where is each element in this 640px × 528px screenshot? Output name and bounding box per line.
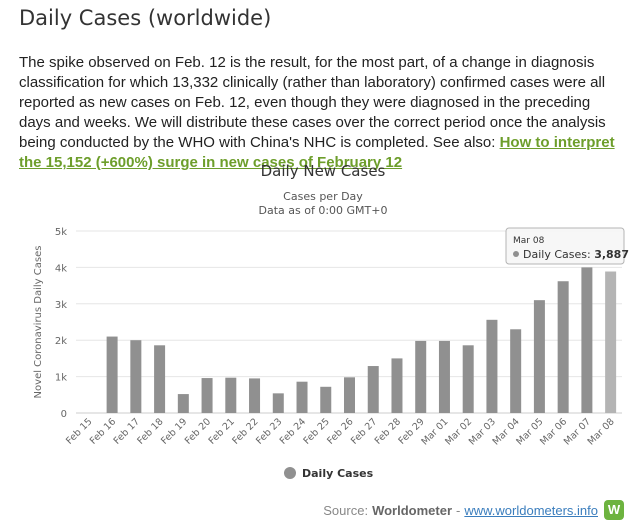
bar[interactable] xyxy=(320,386,332,413)
source-label: Source: xyxy=(323,502,369,518)
bar[interactable] xyxy=(581,267,593,413)
description-text: The spike observed on Feb. 12 is the res… xyxy=(19,54,606,151)
tooltip-colon: : xyxy=(587,248,594,261)
legend[interactable]: Daily Cases xyxy=(284,467,374,480)
bar[interactable] xyxy=(533,300,545,413)
worldometers-logo-icon[interactable]: W xyxy=(604,500,624,520)
daily-cases-chart: Daily New Cases Cases per Day Data as of… xyxy=(33,162,629,480)
bar[interactable] xyxy=(462,345,474,413)
x-tick-label: Mar 08 xyxy=(586,416,617,447)
chart-subtitle-line2: Data as of 0:00 GMT+0 xyxy=(259,204,388,217)
bar[interactable] xyxy=(605,271,617,413)
tooltip-series-name: Daily Cases xyxy=(523,248,587,261)
bar[interactable] xyxy=(367,366,379,413)
source-url-link[interactable]: www.worldometers.info xyxy=(464,502,598,518)
chart-subtitle-line1: Cases per Day xyxy=(283,190,363,203)
source-attribution: Source: Worldometer - www.worldometers.i… xyxy=(323,500,624,520)
bar[interactable] xyxy=(415,340,427,413)
legend-marker xyxy=(284,467,296,479)
bar[interactable] xyxy=(106,336,118,413)
surge-interpretation-link[interactable]: How to interpret the 15,152 (+600%) surg… xyxy=(19,134,615,171)
tooltip-marker xyxy=(513,251,519,257)
tooltip-value: 3,887 xyxy=(594,248,629,261)
bar[interactable] xyxy=(177,394,189,413)
bar[interactable] xyxy=(249,378,261,413)
y-tick-label: 4k xyxy=(55,263,67,274)
bar[interactable] xyxy=(201,378,213,413)
y-tick-label: 1k xyxy=(55,373,67,384)
y-axis-tick-labels: 0 1k 2k 3k 4k 5k xyxy=(55,227,67,420)
source-brand: Worldometer xyxy=(372,502,452,518)
y-tick-label: 3k xyxy=(55,300,67,311)
tooltip-line: Daily Cases: 3,887 xyxy=(523,248,629,261)
y-axis-title: Novel Coronavirus Daily Cases xyxy=(33,246,44,399)
bar[interactable] xyxy=(438,340,450,413)
y-tick-label: 2k xyxy=(55,336,67,347)
bars xyxy=(106,267,617,413)
bar[interactable] xyxy=(510,329,522,413)
bar[interactable] xyxy=(391,358,403,413)
bar[interactable] xyxy=(130,340,142,413)
tooltip: Mar 08 Daily Cases: 3,887 xyxy=(505,227,629,265)
bar[interactable] xyxy=(225,377,237,413)
y-tick-label: 0 xyxy=(61,409,67,420)
description-paragraph: The spike observed on Feb. 12 is the res… xyxy=(19,53,619,173)
bar[interactable] xyxy=(154,345,166,413)
bar[interactable] xyxy=(296,381,308,413)
y-tick-label: 5k xyxy=(55,227,67,238)
page-title: Daily Cases (worldwide) xyxy=(19,6,272,30)
tooltip-box xyxy=(505,227,625,265)
bar[interactable] xyxy=(344,377,355,413)
legend-label-daily-cases[interactable]: Daily Cases xyxy=(302,467,374,480)
bar[interactable] xyxy=(486,319,498,413)
bar[interactable] xyxy=(557,281,569,413)
chart-title: Daily New Cases xyxy=(261,162,386,180)
bar[interactable] xyxy=(272,393,284,413)
tooltip-date: Mar 08 xyxy=(513,236,545,246)
source-separator: - xyxy=(456,502,461,518)
